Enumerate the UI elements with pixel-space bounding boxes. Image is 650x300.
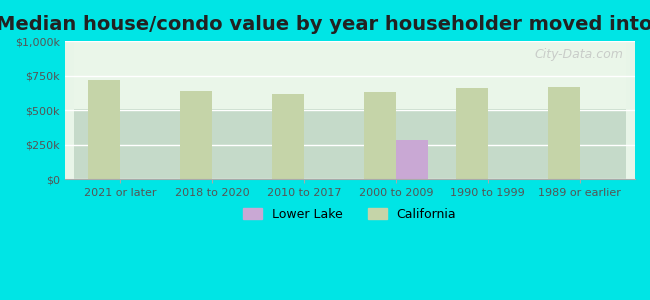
Title: Median house/condo value by year householder moved into unit: Median house/condo value by year househo… xyxy=(0,15,650,34)
Bar xyxy=(88,80,120,179)
Legend: Lower Lake, California: Lower Lake, California xyxy=(239,203,462,226)
Bar xyxy=(548,88,580,179)
Bar xyxy=(396,140,428,179)
Bar xyxy=(272,94,304,179)
Bar xyxy=(364,92,396,179)
Bar xyxy=(456,88,488,179)
Text: City-Data.com: City-Data.com xyxy=(535,48,623,61)
Bar xyxy=(180,91,212,179)
